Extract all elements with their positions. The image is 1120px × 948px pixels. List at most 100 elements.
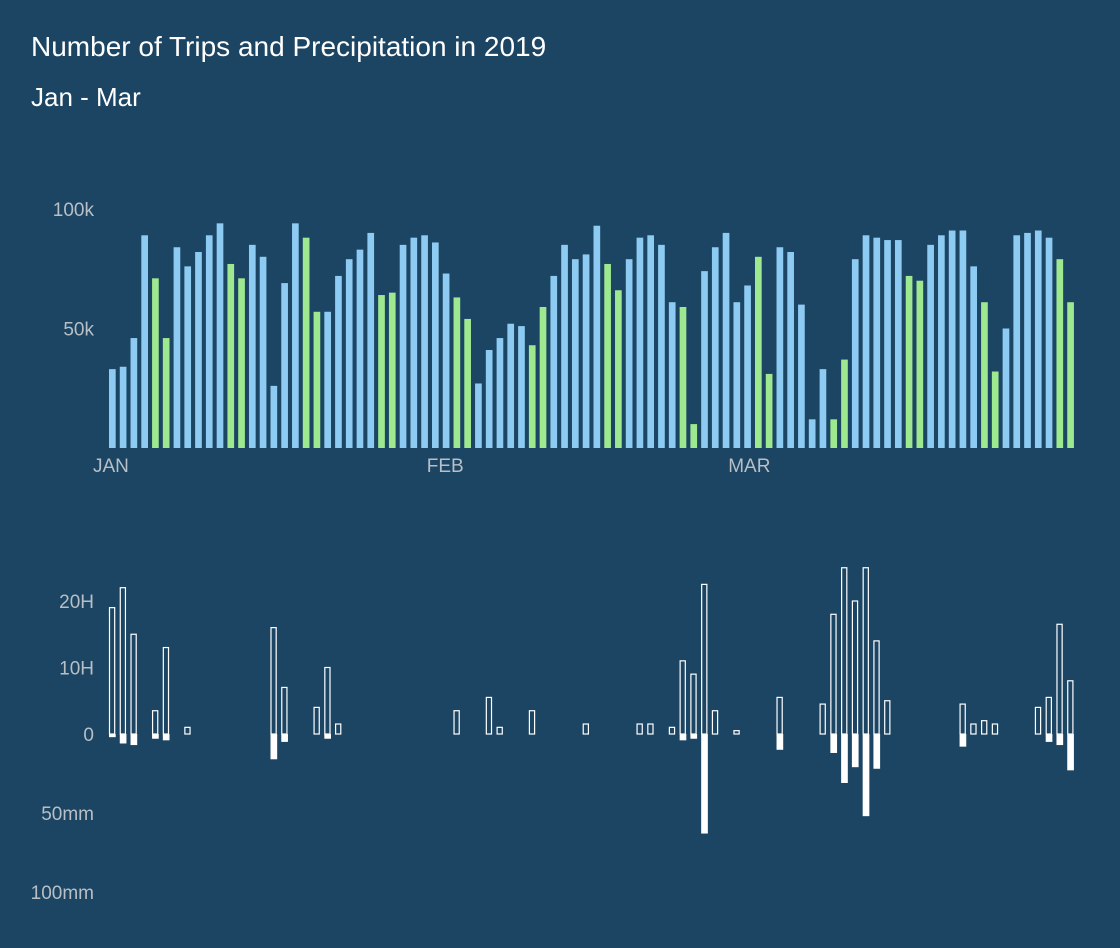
- trips-bar-weekend: [765, 373, 773, 448]
- precip-up-tick-label: 0: [83, 725, 94, 746]
- precip-down-bar: [701, 734, 708, 834]
- chart-title: Number of Trips and Precipitation in 201…: [31, 31, 547, 62]
- precip-up-bar: [108, 607, 116, 735]
- trips-bar-weekday: [1034, 230, 1042, 448]
- trips-bar-weekend: [905, 275, 913, 448]
- trips-bar-weekend: [1067, 302, 1074, 448]
- precip-up-bar: [1034, 706, 1042, 735]
- trips-bar-weekday: [184, 266, 192, 448]
- trips-bar-weekend: [162, 338, 170, 448]
- trips-bar-weekday: [862, 235, 870, 448]
- precip-down-bar: [1067, 734, 1074, 771]
- trips-bar-weekend: [388, 292, 396, 448]
- trips-bar-weekday: [948, 230, 956, 448]
- trips-bar-weekend: [1056, 259, 1064, 448]
- trips-bar-weekday: [894, 240, 902, 448]
- trips-bar-weekday: [367, 232, 375, 448]
- trips-bar-weekday: [485, 350, 493, 448]
- trips-bar-weekday: [647, 235, 655, 448]
- precip-up-bar: [711, 710, 719, 735]
- precip-up-bar: [980, 720, 988, 735]
- trips-bar-weekday: [701, 271, 708, 448]
- trips-bar-weekday: [410, 237, 418, 448]
- trips-bar-weekday: [507, 323, 515, 448]
- precip-down-bar: [119, 734, 127, 744]
- trips-bar-weekday: [722, 232, 730, 448]
- trips-bar-weekday: [119, 366, 127, 448]
- trips-bar-weekend: [539, 306, 547, 448]
- trips-bar-weekday: [1002, 328, 1010, 448]
- precip-up-bar: [313, 706, 320, 735]
- precip-up-bar: [281, 686, 288, 735]
- precip-up-bar: [733, 730, 740, 735]
- trips-bar-weekday: [442, 273, 450, 448]
- precip-up-bar: [151, 710, 159, 735]
- trips-bar-weekend: [464, 318, 471, 448]
- precip-up-bar: [485, 696, 493, 735]
- trips-bar-weekend: [690, 424, 698, 448]
- precip-up-bar: [668, 726, 676, 735]
- precip-up-bar: [1067, 680, 1074, 735]
- trips-bar-chart: 100k 50k JAN FEB MAR: [53, 200, 1074, 477]
- precip-up-bar: [496, 726, 503, 735]
- precip-up-bar: [528, 710, 536, 735]
- precip-down-bar: [1056, 734, 1064, 746]
- precip-up-bar: [270, 626, 277, 735]
- precip-down-bar: [162, 734, 170, 741]
- precip-up-bar: [970, 723, 977, 735]
- precip-up-bar: [130, 633, 137, 735]
- trips-bar-weekday: [884, 240, 891, 448]
- precip-up-bar: [582, 723, 590, 735]
- trips-bar-weekend: [528, 345, 536, 448]
- trips-bar-weekday: [324, 311, 332, 448]
- trips-bar-weekday: [475, 383, 482, 448]
- trips-bar-weekday: [173, 247, 181, 448]
- trips-bar-weekend: [152, 278, 159, 448]
- trips-bar-weekday: [1045, 237, 1053, 448]
- trips-bar-weekday: [658, 244, 665, 448]
- trips-bar-weekend: [841, 359, 848, 448]
- precip-up-bar: [873, 640, 880, 735]
- precip-up-bar: [335, 723, 342, 735]
- precip-down-bar: [873, 734, 881, 769]
- precip-up-tick-label: 10H: [59, 659, 94, 680]
- precip-up-bar: [690, 673, 697, 735]
- precip-up-bar: [841, 567, 848, 735]
- precip-up-bar: [636, 723, 643, 735]
- trips-bar-weekday: [776, 247, 784, 448]
- trips-bar-weekday: [668, 302, 676, 448]
- precip-down-bar: [152, 734, 159, 739]
- trips-y-tick-label: 50k: [63, 320, 94, 341]
- precip-down-bar: [1045, 734, 1053, 742]
- trips-bar-weekday: [571, 259, 579, 448]
- trips-bar-weekday: [345, 259, 353, 448]
- trips-bar-weekday: [109, 369, 116, 448]
- precip-up-bar: [819, 703, 826, 735]
- trips-bar-weekday: [195, 252, 202, 448]
- trips-bar-weekday: [593, 225, 601, 448]
- precip-up-bar: [679, 660, 686, 735]
- precip-down-bar: [270, 734, 278, 760]
- trips-bar-weekday: [421, 235, 428, 448]
- trips-bar-weekday: [248, 244, 256, 448]
- trips-bar-weekday: [711, 247, 719, 448]
- trips-bar-weekday: [636, 237, 644, 448]
- trips-bar-weekend: [981, 302, 988, 448]
- precip-up-bar: [119, 587, 127, 735]
- trips-bar-weekday: [798, 304, 805, 448]
- trips-bar-weekday: [270, 385, 278, 448]
- precip-up-bar: [324, 666, 331, 735]
- precip-down-bar: [959, 734, 967, 747]
- trips-bar-weekday: [733, 302, 741, 448]
- chart-subtitle: Jan - Mar: [31, 82, 141, 112]
- precip-up-bar: [184, 726, 191, 735]
- trips-bar-weekday: [292, 223, 299, 448]
- trips-bar-weekday: [496, 338, 504, 448]
- precip-down-bar: [862, 734, 870, 817]
- trips-bar-weekday: [787, 252, 794, 448]
- precip-up-bar: [1056, 623, 1063, 735]
- trips-bar-weekday: [130, 338, 138, 448]
- trips-bar-weekday: [561, 244, 568, 448]
- precip-up-bar: [884, 700, 891, 735]
